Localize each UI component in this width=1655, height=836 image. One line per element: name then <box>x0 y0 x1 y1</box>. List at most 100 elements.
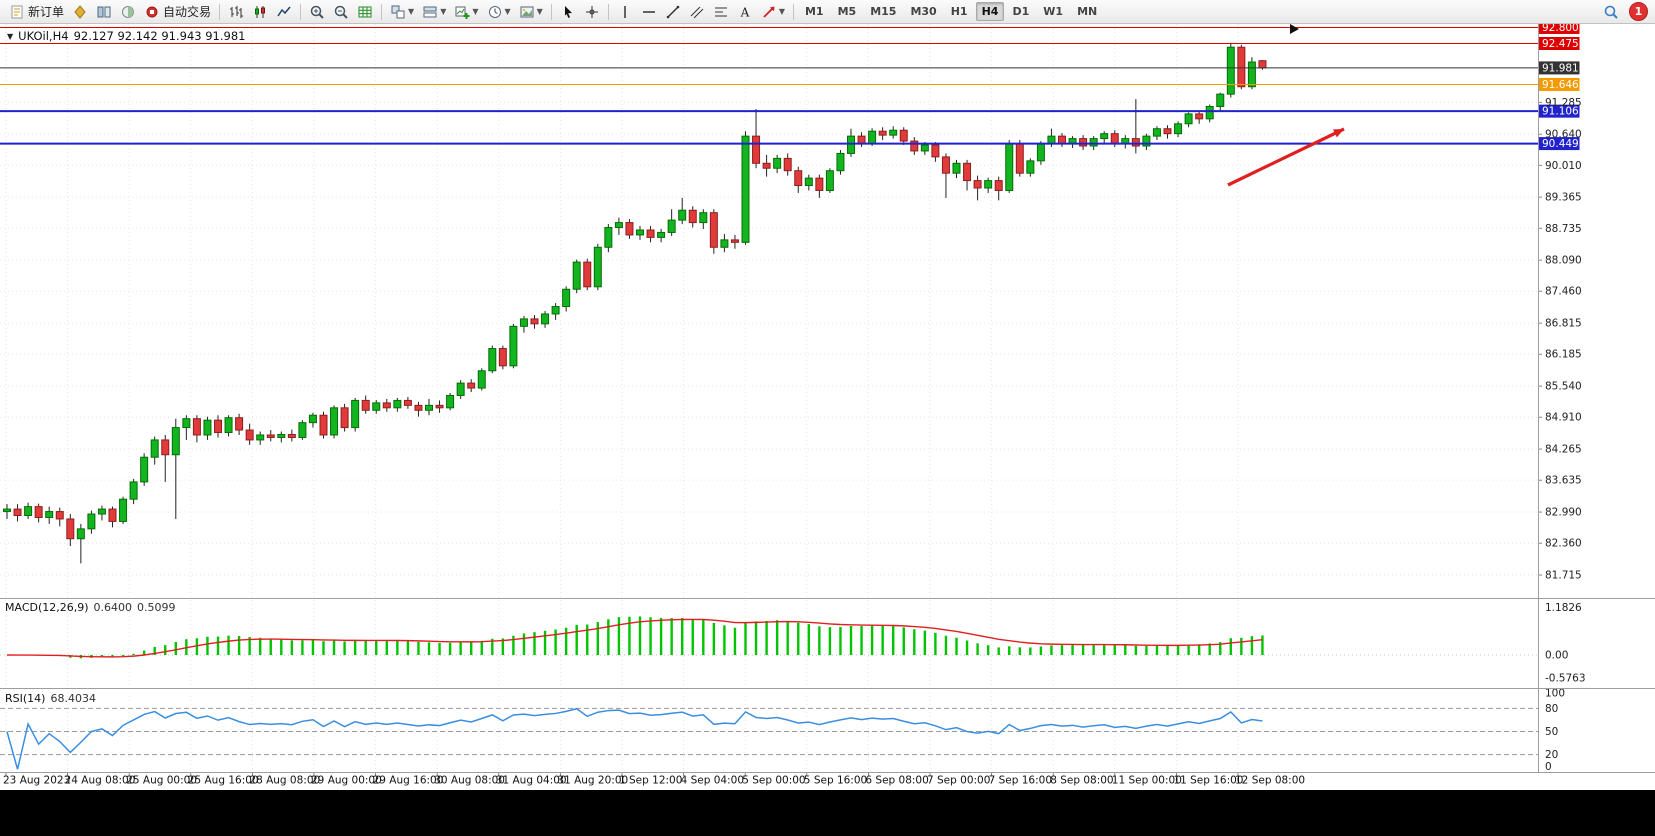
snapshot-icon <box>520 6 534 17</box>
svg-text:88.090: 88.090 <box>1545 255 1582 267</box>
vertical-line-button[interactable] <box>613 2 637 22</box>
svg-text:7 Sep 16:00: 7 Sep 16:00 <box>989 775 1052 787</box>
timeframe-button-D1[interactable]: D1 <box>1006 2 1035 21</box>
navigator-button[interactable] <box>116 2 140 22</box>
svg-text:91.106: 91.106 <box>1542 106 1579 118</box>
fibonacci-button[interactable] <box>709 2 733 22</box>
svg-text:92.475: 92.475 <box>1542 38 1579 50</box>
toolbar-button-label: 自动交易 <box>163 5 212 19</box>
crosshair-icon <box>585 5 598 18</box>
chevron-down-icon: ▼ <box>536 7 543 16</box>
new-chart-icon <box>455 6 470 19</box>
timeframe-button-H1[interactable]: H1 <box>945 2 974 21</box>
charts-button[interactable] <box>92 2 116 22</box>
svg-text:11 Sep 00:00: 11 Sep 00:00 <box>1112 775 1182 787</box>
zoom-out-button[interactable] <box>329 2 353 22</box>
rsi-panel: 100 80 50 200 <box>0 688 1565 773</box>
svg-text:20: 20 <box>1545 749 1558 761</box>
navigator-icon <box>122 5 135 18</box>
main-toolbar: 新订单 自动交易 ▼ ▼ ▼ ▼ ▼ A ▼ M1 M5 M15 M30 H1 H4 D1 W1 MN 1 <box>0 0 1655 24</box>
svg-text:31 Aug 20:00: 31 Aug 20:00 <box>557 775 628 787</box>
horizontal-line-button[interactable] <box>637 2 661 22</box>
svg-text:5 Sep 16:00: 5 Sep 16:00 <box>804 775 867 787</box>
macd-indicator-label: MACD(12,26,9) 0.6400 0.5099 <box>5 601 176 614</box>
svg-text:82.990: 82.990 <box>1545 507 1582 519</box>
zoom-out-icon <box>334 5 348 19</box>
price-axis: 91.285 90.640 90.010 89.365 88.735 88.090 87.4… <box>1538 97 1582 582</box>
toolbar-separator <box>219 3 221 20</box>
svg-text:80: 80 <box>1545 703 1558 715</box>
svg-text:31 Aug 04:00: 31 Aug 04:00 <box>496 775 567 787</box>
cursor-icon <box>564 5 572 18</box>
svg-text:86.815: 86.815 <box>1545 318 1582 330</box>
new-order-button[interactable]: 新订单 <box>5 2 68 22</box>
symbol-period: UKOil,H4 <box>18 29 69 43</box>
svg-text:83.635: 83.635 <box>1545 475 1582 487</box>
line-chart-button[interactable] <box>272 2 296 22</box>
candles-layer <box>3 42 1267 564</box>
arrow-tool-button[interactable]: ▼ <box>757 2 789 22</box>
chevron-down-icon: ▼ <box>504 7 511 16</box>
svg-text:89.365: 89.365 <box>1545 192 1582 204</box>
zoom-in-button[interactable] <box>305 2 329 22</box>
svg-text:28 Aug 08:00: 28 Aug 08:00 <box>249 775 320 787</box>
tile-windows-button[interactable]: ▼ <box>386 2 418 22</box>
toolbar-separator <box>300 3 302 20</box>
bottom-black-bar <box>0 790 1655 836</box>
text-icon: A <box>739 5 749 19</box>
grid-button[interactable] <box>353 2 377 22</box>
grid-lines <box>0 24 1538 772</box>
trendline-button[interactable] <box>661 2 685 22</box>
price-levels-layer[interactable]: 92.800 92.475 91.981 91.646 91.106 90.449 <box>0 20 1580 150</box>
timeframe-button-H4[interactable]: H4 <box>975 2 1005 21</box>
new-chart-button[interactable]: ▼ <box>450 2 482 22</box>
cursor-button[interactable] <box>556 2 580 22</box>
text-button[interactable]: A <box>733 2 757 22</box>
timeframe-button-W1[interactable]: W1 <box>1037 2 1069 21</box>
search-button[interactable] <box>1599 2 1623 22</box>
chevron-down-icon: ▼ <box>440 7 447 16</box>
period-button[interactable]: ▼ <box>483 2 515 22</box>
timeframe-button-MN[interactable]: MN <box>1071 2 1103 21</box>
collapse-triangle-icon[interactable]: ▼ <box>7 31 14 41</box>
svg-text:84.910: 84.910 <box>1545 412 1582 424</box>
svg-text:-0.5763: -0.5763 <box>1545 673 1586 685</box>
toolbar-separator <box>607 3 609 20</box>
crosshair-button[interactable] <box>580 2 604 22</box>
timeframe-button-M30[interactable]: M30 <box>904 2 942 21</box>
market-watch-button[interactable] <box>68 2 92 22</box>
svg-text:25 Aug 00:00: 25 Aug 00:00 <box>126 775 197 787</box>
bar-chart-button[interactable] <box>224 2 248 22</box>
ohlc-bars-icon <box>230 5 244 18</box>
auto-trading-button[interactable]: 自动交易 <box>140 2 215 22</box>
new-order-icon <box>11 5 23 18</box>
svg-text:90.010: 90.010 <box>1545 160 1582 172</box>
chart-snapshot-button[interactable]: ▼ <box>515 2 547 22</box>
svg-text:23 Aug 2023: 23 Aug 2023 <box>3 775 70 787</box>
clock-icon <box>488 5 501 18</box>
notification-badge[interactable]: 1 <box>1629 2 1648 21</box>
toolbar-separator <box>381 3 383 20</box>
timeframe-button-M15[interactable]: M15 <box>864 2 902 21</box>
svg-text:92.800: 92.800 <box>1542 22 1579 34</box>
svg-text:84.265: 84.265 <box>1545 444 1582 456</box>
ohlc-values: 92.127 92.142 91.943 91.981 <box>73 29 246 43</box>
fibonacci-icon <box>714 7 727 16</box>
tile-windows-icon <box>391 5 405 18</box>
auto-trading-icon <box>146 6 158 17</box>
macd-name: MACD(12,26,9) <box>5 601 89 614</box>
svg-text:4 Sep 04:00: 4 Sep 04:00 <box>681 775 744 787</box>
arrange-windows-button[interactable]: ▼ <box>418 2 450 22</box>
arrow-tool-icon <box>763 6 775 18</box>
annotations-layer[interactable] <box>1227 24 1345 187</box>
timeframe-button-M5[interactable]: M5 <box>832 2 863 21</box>
candlestick-chart-button[interactable] <box>248 2 272 22</box>
channel-button[interactable] <box>685 2 709 22</box>
panel-borders <box>0 24 1655 773</box>
toolbar-right: 1 <box>1599 2 1650 22</box>
toolbar-separator <box>792 3 794 20</box>
grid-icon <box>358 6 372 17</box>
timeframe-button-M1[interactable]: M1 <box>799 2 830 21</box>
